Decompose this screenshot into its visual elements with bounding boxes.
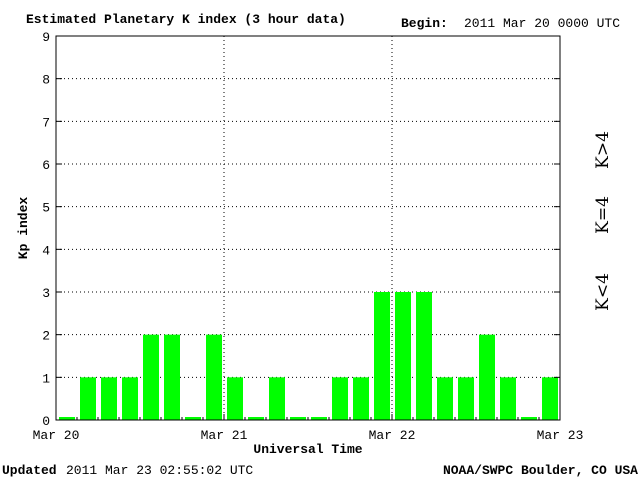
y-tick-label: 9 [42,30,50,45]
kp-bar [521,417,537,420]
kp-bar [248,417,264,420]
kp-bar [164,334,180,420]
updated-label: Updated [2,463,57,478]
kp-bar [542,377,558,420]
source-credit: NOAA/SWPC Boulder, CO USA [443,463,638,478]
x-tick-label: Mar 20 [33,428,80,443]
kp-bar [206,334,222,420]
kp-bar [311,417,327,420]
y-tick-label: 8 [42,73,50,88]
x-tick-label: Mar 23 [537,428,584,443]
kp-bar [185,417,201,420]
kp-bar [59,417,75,420]
legend-item-kgt4: K>4 [593,131,613,169]
begin-value: 2011 Mar 20 0000 UTC [464,16,620,31]
x-axis-ticks: Mar 20 Mar 21 Mar 22 Mar 23 [33,414,584,443]
y-tick-label: 4 [42,243,50,258]
kp-bar [353,377,369,420]
y-tick-label: 1 [42,371,50,386]
x-axis-label: Universal Time [253,442,362,457]
grid-lines [56,36,560,420]
kp-bar [290,417,306,420]
kp-bar [269,377,285,420]
legend-item-keq4: K=4 [593,196,613,234]
begin-label: Begin: [401,16,448,31]
y-tick-label: 5 [42,201,50,216]
kp-bar [101,377,117,420]
x-tick-label: Mar 21 [201,428,248,443]
kp-bar [500,377,516,420]
chart-title: Estimated Planetary K index (3 hour data… [26,12,346,27]
y-tick-label: 0 [42,414,50,429]
x-tick-label: Mar 22 [369,428,416,443]
kp-bar [416,292,432,420]
kp-bar [227,377,243,420]
kp-bar [395,292,411,420]
bar-series [59,292,558,420]
y-tick-label: 2 [42,329,50,344]
kp-bar [479,334,495,420]
legend-item-klt4: K<4 [593,273,613,311]
kp-bar [437,377,453,420]
kp-bar [458,377,474,420]
kp-bar [332,377,348,420]
kp-bar [143,334,159,420]
kp-bar [122,377,138,420]
y-tick-label: 3 [42,286,50,301]
y-tick-label: 7 [42,115,50,130]
updated-value: 2011 Mar 23 02:55:02 UTC [66,463,253,478]
y-axis-label: Kp index [16,197,31,260]
kp-bar [80,377,96,420]
y-tick-label: 6 [42,158,50,173]
kp-bar [374,292,390,420]
y-axis-ticks: 0 1 2 3 4 5 6 7 8 9 [42,30,560,429]
